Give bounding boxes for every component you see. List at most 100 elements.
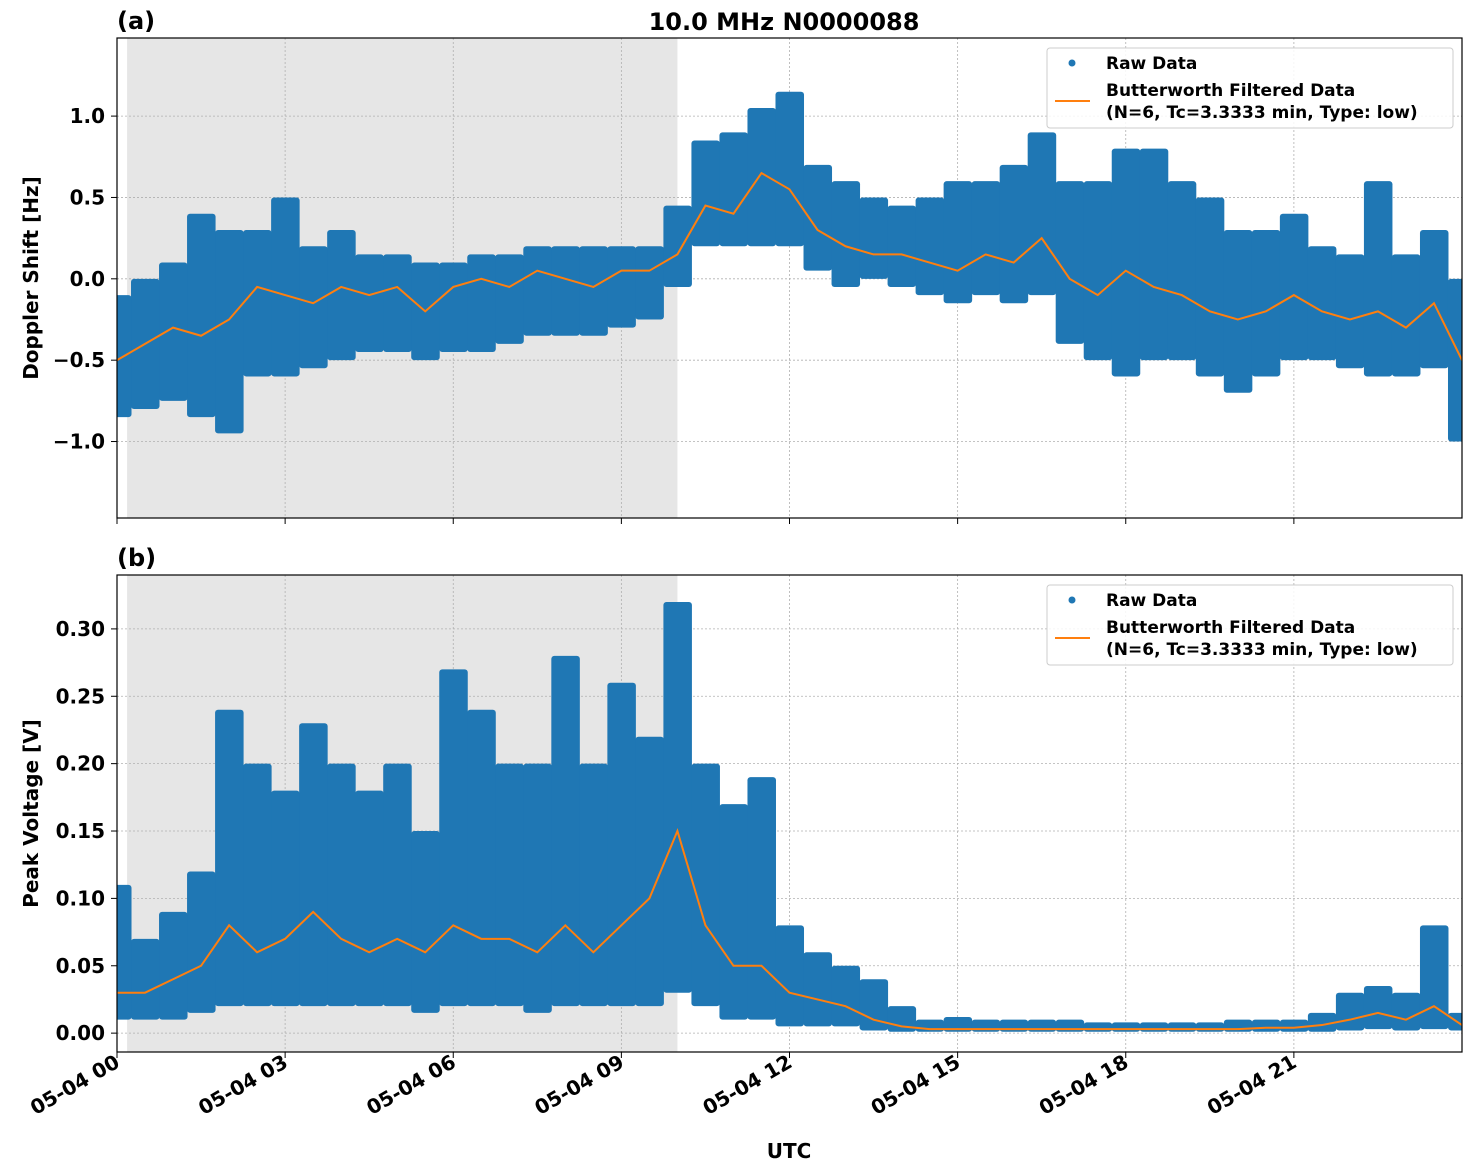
- filtered-data-point: [816, 229, 819, 231]
- legend-box: [1046, 47, 1454, 129]
- raw-data-mark: [383, 254, 412, 353]
- filtered-data-point: [620, 924, 623, 927]
- filtered-data-point: [340, 286, 342, 288]
- raw-data-mark: [1419, 925, 1449, 1030]
- raw-data-mark: [1083, 181, 1113, 361]
- raw-data-mark: [523, 246, 552, 336]
- filtered-data-point: [284, 938, 286, 940]
- legend-raw-label: Raw Data: [1106, 591, 1197, 611]
- raw-data-mark: [1335, 254, 1365, 369]
- legend-filtered-label: Butterworth Filtered Data: [1106, 81, 1355, 101]
- legend-raw-marker: [1068, 59, 1076, 67]
- filtered-data-point: [256, 951, 258, 954]
- filtered-data-point: [508, 938, 511, 940]
- raw-data-mark: [1251, 1019, 1281, 1032]
- filtered-data-point: [144, 343, 146, 345]
- raw-data-mark: [439, 262, 468, 353]
- raw-data-mark: [1419, 230, 1449, 369]
- filtered-data-point: [200, 334, 202, 337]
- filtered-data-point: [1265, 310, 1267, 313]
- legend-filtered-params: (N=6, Tc=3.3333 min, Type: low): [1106, 103, 1418, 123]
- raw-data-mark: [1447, 1012, 1462, 1031]
- raw-data-mark: [1139, 148, 1169, 361]
- y-axis-label: Peak Voltage [V]: [19, 719, 43, 908]
- y-tick-label: 0.15: [56, 819, 105, 843]
- filtered-data-point: [1377, 1012, 1379, 1014]
- filtered-data-point: [368, 951, 370, 954]
- raw-data-mark: [1307, 246, 1337, 361]
- legend: Raw Data Butterworth Filtered Data(N=6, T…: [1046, 584, 1454, 666]
- filtered-data-point: [368, 294, 370, 296]
- legend-raw-label: Raw Data: [1106, 54, 1197, 74]
- raw-data-mark: [1139, 1022, 1169, 1032]
- raw-data-mark: [1279, 1019, 1309, 1032]
- y-tick-label: 0.25: [56, 684, 105, 708]
- raw-data-mark: [831, 965, 861, 1027]
- raw-data-mark: [775, 91, 805, 247]
- filtered-data-point: [564, 278, 567, 280]
- filtered-data-point: [900, 1025, 903, 1028]
- filtered-data-point: [1124, 1028, 1127, 1030]
- filtered-data-point: [228, 318, 230, 321]
- raw-data-mark: [467, 254, 496, 353]
- filtered-data-point: [1377, 310, 1379, 313]
- x-tick-label: 05-04 03: [194, 1050, 292, 1120]
- filtered-data-point: [536, 951, 539, 954]
- filtered-data-point: [956, 1028, 959, 1030]
- filtered-data-point: [480, 938, 483, 940]
- raw-data-mark: [1055, 181, 1085, 344]
- panel-a-doppler: 1.0 0.5 0.0 −0.5 −1.0 Doppler Shift [Hz] (a) Ra…: [19, 7, 1463, 524]
- raw-data-mark: [271, 790, 300, 1007]
- filtered-data-point: [844, 245, 847, 248]
- filtered-data-point: [1152, 1028, 1155, 1030]
- raw-data-mark: [803, 164, 833, 271]
- y-tick-label: 0.30: [56, 617, 105, 641]
- filtered-data-point: [1237, 1028, 1239, 1030]
- raw-data-mark: [859, 197, 889, 279]
- raw-data-mark: [691, 763, 720, 1007]
- raw-data-mark: [579, 246, 608, 336]
- filtered-data-point: [704, 204, 707, 207]
- filtered-data-point: [200, 964, 202, 967]
- data-area: [117, 91, 1462, 442]
- filtered-data-point: [424, 951, 427, 954]
- filtered-data-point: [1040, 237, 1043, 239]
- filtered-data-point: [816, 998, 819, 1001]
- filtered-data-point: [1124, 269, 1127, 272]
- raw-data-mark: [635, 246, 664, 320]
- filtered-data-point: [872, 1018, 875, 1021]
- x-tick-label: 05-04 09: [530, 1050, 628, 1120]
- raw-data-mark: [1111, 1022, 1141, 1032]
- filtered-data-point: [1209, 310, 1211, 313]
- y-tick-label: 1.0: [70, 104, 105, 128]
- y-tick-label: 0.05: [56, 954, 105, 978]
- data-area: [117, 601, 1462, 1032]
- raw-data-mark: [551, 655, 580, 1007]
- raw-data-mark: [495, 763, 524, 1007]
- filtered-data-point: [536, 269, 539, 272]
- y-tick-label: −0.5: [53, 348, 105, 372]
- filtered-data-point: [1405, 326, 1407, 329]
- raw-data-mark: [1195, 1022, 1225, 1032]
- raw-data-mark: [159, 911, 188, 1020]
- y-tick-label: 0.0: [70, 267, 105, 291]
- y-axis-label: Doppler Shift [Hz]: [19, 176, 43, 380]
- filtered-data-point: [1096, 1028, 1099, 1030]
- raw-data-mark: [887, 205, 917, 287]
- raw-data-mark: [551, 246, 580, 336]
- panel-b-voltage: 0.30 0.25 0.20 0.15 0.10 0.05 0.00 Peak Voltage…: [19, 544, 1463, 1058]
- raw-data-mark: [579, 763, 608, 1007]
- raw-data-mark: [635, 736, 664, 1007]
- filtered-data-point: [1068, 1028, 1071, 1030]
- filtered-data-point: [732, 964, 735, 967]
- filtered-data-point: [760, 964, 763, 967]
- x-tick-label: 05-04 15: [867, 1050, 965, 1120]
- raw-data-mark: [243, 763, 272, 1007]
- filtered-data-point: [396, 938, 399, 940]
- filtered-data-point: [452, 286, 455, 288]
- filtered-data-point: [396, 286, 399, 288]
- filtered-data-point: [788, 991, 791, 994]
- raw-data-mark: [439, 669, 468, 1007]
- raw-data-mark: [1391, 992, 1421, 1031]
- raw-data-mark: [1363, 985, 1393, 1030]
